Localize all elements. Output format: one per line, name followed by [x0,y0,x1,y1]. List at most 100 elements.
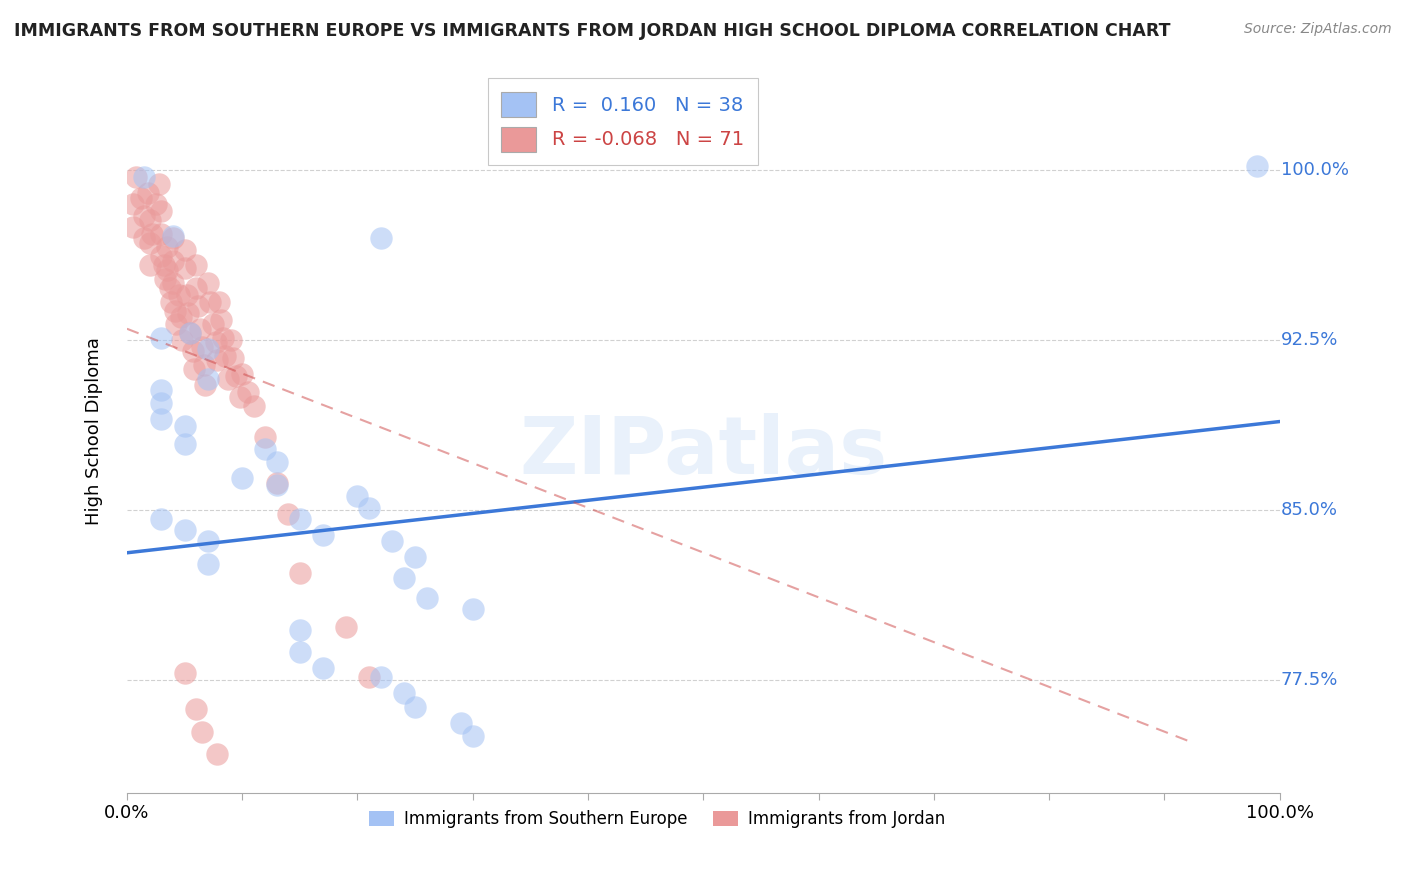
Point [159,281,181,295]
Point [357,670,380,684]
Point [150,249,173,263]
Point [166,317,188,331]
Point [150,412,173,426]
Point [266,475,288,490]
Point [173,243,195,257]
Point [136,186,159,200]
Point [254,442,277,456]
Point [184,702,207,716]
Point [288,566,311,581]
Point [150,227,173,241]
Point [312,661,335,675]
Point [150,204,173,219]
Point [150,396,173,410]
Point [173,260,195,275]
Point [173,437,195,451]
Point [162,277,184,291]
Point [266,478,288,492]
Point [197,277,219,291]
Text: 92.5%: 92.5% [1281,331,1339,349]
Point [141,227,163,241]
Point [173,419,195,434]
Text: 85.0%: 85.0% [1281,500,1339,519]
Point [197,371,219,385]
Point [176,288,198,302]
Point [183,362,205,376]
Legend: Immigrants from Southern Europe, Immigrants from Jordan: Immigrants from Southern Europe, Immigra… [363,804,952,835]
Point [181,344,204,359]
Text: ZIPatlas: ZIPatlas [519,413,887,491]
Point [173,523,195,537]
Point [150,512,173,526]
Point [288,623,311,637]
Point [156,263,179,277]
Point [125,170,148,185]
Point [288,512,311,526]
Point [288,645,311,659]
Point [162,229,184,244]
Point [392,571,415,585]
Point [179,326,201,341]
Text: 77.5%: 77.5% [1281,671,1339,689]
Point [179,326,201,341]
Point [121,197,143,211]
Point [188,322,211,336]
Point [129,190,152,204]
Point [177,306,200,320]
Point [229,390,252,404]
Point [139,213,162,227]
Point [193,358,215,372]
Point [450,715,472,730]
Point [150,331,173,345]
Point [370,231,392,245]
Point [346,489,368,503]
Point [461,729,484,743]
Point [139,235,162,250]
Point [392,686,415,700]
Point [217,371,239,385]
Point [197,534,219,549]
Point [148,177,170,191]
Point [357,500,380,515]
Point [222,351,245,366]
Point [231,471,253,485]
Point [277,508,299,522]
Point [266,455,288,469]
Point [208,294,231,309]
Point [204,335,226,350]
Point [121,219,143,234]
Point [211,331,233,345]
Point [197,342,219,356]
Point [370,670,392,684]
Point [197,557,219,571]
Point [461,602,484,616]
Point [242,399,264,413]
Point [381,534,404,549]
Point [254,430,277,444]
Point [415,591,437,605]
Point [404,550,426,565]
Point [231,367,253,381]
Y-axis label: High School Diploma: High School Diploma [86,336,103,524]
Point [209,312,232,326]
Point [145,197,167,211]
Point [194,378,217,392]
Point [139,259,162,273]
Text: Source: ZipAtlas.com: Source: ZipAtlas.com [1244,22,1392,37]
Text: 100.0%: 100.0% [1281,161,1348,179]
Point [134,170,156,185]
Point [159,294,181,309]
Point [236,385,259,400]
Point [1246,159,1268,173]
Point [153,259,176,273]
Point [172,333,194,347]
Point [167,288,190,302]
Text: IMMIGRANTS FROM SOUTHERN EUROPE VS IMMIGRANTS FROM JORDAN HIGH SCHOOL DIPLOMA CO: IMMIGRANTS FROM SOUTHERN EUROPE VS IMMIG… [14,22,1171,40]
Point [404,699,426,714]
Point [335,620,357,634]
Point [162,253,184,268]
Point [191,340,214,354]
Point [214,349,236,363]
Point [134,209,156,223]
Point [162,231,184,245]
